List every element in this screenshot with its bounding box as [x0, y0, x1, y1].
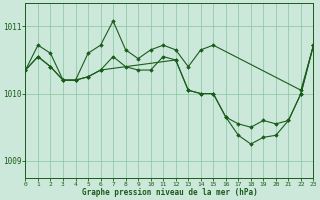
- X-axis label: Graphe pression niveau de la mer (hPa): Graphe pression niveau de la mer (hPa): [82, 188, 257, 197]
